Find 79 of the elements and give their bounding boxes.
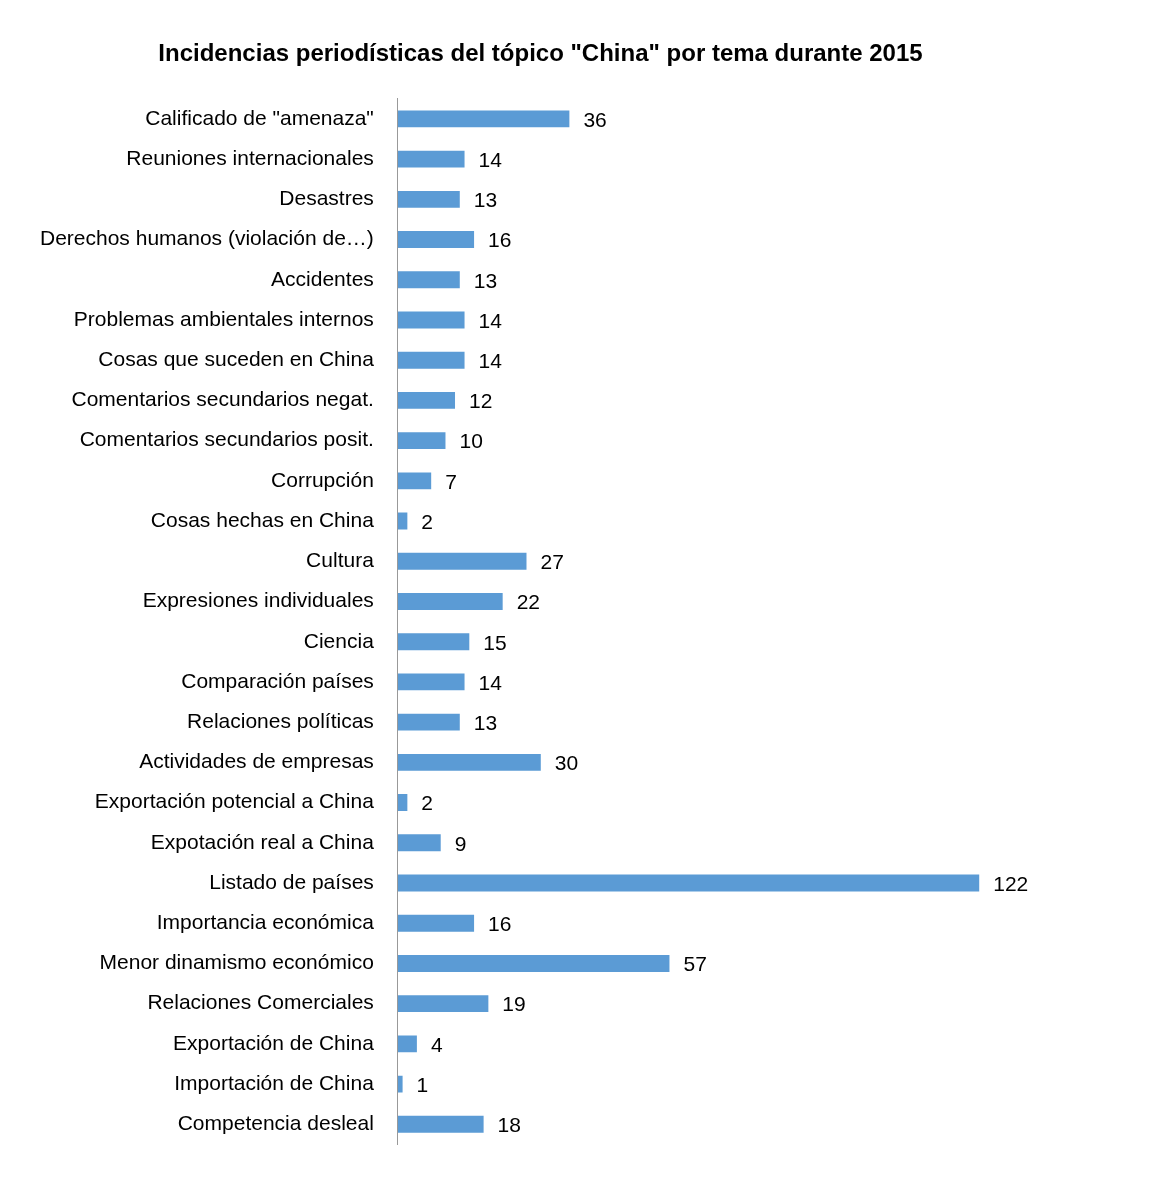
bar [397,593,503,610]
y-tick-label: Importancia económica [156,910,375,934]
bar [397,150,465,168]
data-label: 7 [445,469,457,493]
y-tick-label: Cultura [306,548,375,572]
bar [397,954,670,972]
bar [397,673,465,691]
data-label: 10 [459,429,483,453]
bar [397,753,541,771]
y-tick-label: Cosas hechas en China [150,507,375,531]
bar [397,432,446,450]
bar [397,512,408,530]
data-label: 57 [683,952,707,976]
y-tick-label: Derechos humanos (violación de…) [40,226,374,250]
data-label: 122 [993,871,1029,895]
data-label: 2 [421,791,434,815]
data-label: 14 [478,670,503,694]
data-label: 12 [469,389,493,413]
y-tick-label: Corrupción [271,467,374,491]
bar [397,271,460,289]
data-label: 27 [540,550,564,574]
y-tick-label: Competencia desleal [177,1111,374,1135]
data-label: 4 [430,1032,443,1056]
y-tick-label: Reuniones internacionales [126,145,374,169]
y-tick-label: Relaciones políticas [187,708,374,732]
bar [397,874,980,892]
data-label: 14 [478,147,503,171]
y-tick-label: Calificado de "amenaza" [145,105,374,129]
y-tick-label: Exportación de China [173,1030,375,1054]
y-tick-label: Cosas que suceden en China [98,347,375,370]
data-label: 22 [516,590,541,614]
bar [397,231,475,248]
y-tick-label: Menor dinamismo económico [99,950,374,974]
bar [397,1035,417,1053]
bar [397,713,460,731]
bar [397,834,441,852]
data-label: 1 [416,1072,429,1096]
data-label: 30 [554,751,579,775]
bar [397,190,460,208]
y-tick-label: Accidentes [271,266,374,290]
y-tick-label: Problemas ambientales internos [73,306,374,330]
bar [397,1075,403,1093]
y-tick-label: Comentarios secundarios posit. [79,427,374,451]
bar [397,794,408,812]
y-tick-label: Exportación potencial a China [94,789,375,813]
y-tick-label: Actividades de empresas [139,749,374,773]
data-label: 13 [473,268,498,292]
data-label: 9 [454,831,467,855]
bar [397,914,475,932]
data-label: 15 [483,630,507,654]
chart-title: Incidencias periodísticas del tópico "China" por tema durante 2015 [158,39,923,67]
data-label: 14 [478,349,503,372]
data-label: 16 [488,912,512,936]
data-label: 14 [478,308,503,332]
bar [397,472,432,490]
y-tick-label: Ciencia [303,628,375,652]
bar [397,633,470,651]
bar [397,391,456,409]
data-label: 19 [502,992,526,1016]
bar [397,1115,484,1133]
y-tick-label: Expresiones individuales [142,588,374,612]
y-tick-label: Listado de países [209,869,374,893]
y-tick-label: Importación de China [174,1070,375,1094]
bar [397,552,527,570]
y-tick-label: Comentarios secundarios negat. [71,387,374,411]
data-label: 18 [497,1113,521,1137]
data-label: 13 [473,188,498,212]
data-label: 36 [583,107,607,131]
bar [397,995,489,1013]
y-tick-label: Comparación países [181,668,374,692]
bar [397,351,465,369]
bar [397,110,570,128]
y-tick-label: Desastres [279,186,374,210]
bar [397,311,465,329]
data-label: 16 [488,228,512,252]
data-label: 13 [473,710,498,734]
y-tick-label: Relaciones Comerciales [147,990,374,1014]
data-label: 2 [421,509,434,533]
y-tick-label: Expotación real a China [150,829,375,853]
